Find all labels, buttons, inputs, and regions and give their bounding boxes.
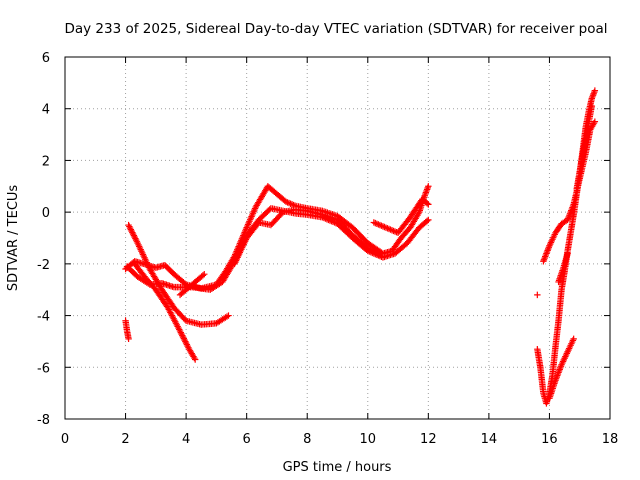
y-tick-label: -2	[37, 258, 50, 273]
trace-8-point	[387, 226, 394, 233]
trace-7-point	[254, 220, 261, 228]
trace-5-point	[179, 333, 187, 341]
trace-11-point	[591, 118, 599, 125]
x-tick-label: 0	[61, 432, 69, 447]
trace-13-point	[564, 250, 571, 257]
trace-5-point	[182, 338, 189, 345]
y-tick-label: -8	[37, 413, 50, 428]
trace-5-point	[177, 329, 185, 336]
trace-2-point	[282, 198, 290, 205]
trace-5-point	[180, 335, 188, 342]
trace-5-point	[191, 354, 198, 362]
trace-3-point	[425, 216, 432, 224]
trace-8-point	[376, 221, 384, 229]
trace-4-point	[129, 229, 136, 236]
trace-5-point	[179, 332, 186, 339]
trace-2-point	[425, 183, 432, 190]
trace-5-point	[184, 342, 191, 350]
plot-frame	[64, 56, 611, 420]
trace-8-point	[425, 201, 432, 208]
trace-5-point	[178, 330, 185, 338]
trace-5-point	[183, 341, 191, 348]
trace-2-point	[285, 199, 293, 207]
x-tick-label: 8	[303, 432, 311, 447]
x-tick-label: 14	[481, 432, 498, 447]
trace-5-point	[176, 327, 184, 335]
x-tick-label: 4	[182, 432, 190, 447]
trace-4-point	[129, 230, 137, 238]
x-tick-label: 12	[420, 432, 437, 447]
trace-3-point	[423, 217, 431, 225]
y-axis-label: SDTVAR / TECUs	[6, 185, 21, 292]
trace-4-point	[126, 224, 134, 232]
trace-14-point	[588, 102, 596, 110]
trace-8-point	[372, 219, 379, 227]
trace-8-point	[390, 227, 397, 235]
trace-8-point	[388, 227, 396, 234]
trace-4-point	[225, 312, 232, 319]
grid-lines	[65, 57, 610, 419]
x-tick-label: 16	[541, 432, 558, 447]
trace-4-point	[128, 227, 135, 235]
trace-7-point	[376, 251, 384, 259]
x-tick-label: 6	[243, 432, 251, 447]
y-tick-label: -4	[37, 310, 50, 325]
trace-2-point	[288, 201, 296, 208]
trace-5-point	[191, 356, 199, 363]
trace-4-point	[132, 236, 140, 244]
trace-4-point	[133, 238, 141, 245]
trace-9-point	[534, 291, 541, 299]
trace-8-point	[385, 225, 393, 233]
y-tick-label: 6	[42, 51, 50, 66]
x-tick-label: 2	[121, 432, 129, 447]
trace-4-point	[127, 226, 135, 233]
trace-6-point	[201, 271, 208, 278]
tick-labels: 0 2 4 6 8 10 12 14 16 18 -8 -6 -4 -2 0 2 4 6	[37, 51, 618, 447]
trace-8-point	[373, 220, 381, 227]
trace-8-point	[382, 224, 390, 231]
trace-7-point	[375, 250, 382, 258]
x-tick-label: 18	[602, 432, 619, 447]
trace-4-point	[130, 232, 138, 239]
y-tick-label: 0	[42, 206, 50, 221]
trace-6-point	[199, 272, 207, 279]
chart-title: Day 233 of 2025, Sidereal Day-to-day VTE…	[64, 21, 607, 37]
trace-4-point	[131, 233, 138, 241]
trace-8-point	[381, 223, 388, 231]
trace-5-point	[182, 339, 190, 347]
x-tick-label: 10	[360, 432, 377, 447]
trace-8-point	[378, 222, 385, 229]
trace-1-point	[125, 335, 132, 343]
x-axis-label: GPS time / hours	[283, 460, 392, 475]
data-marks	[122, 87, 599, 407]
trace-4-point	[125, 221, 132, 229]
trace-8-point	[384, 225, 391, 232]
trace-4-point	[223, 313, 231, 320]
axis-ticks	[64, 56, 611, 420]
trace-4-point	[126, 223, 133, 230]
y-tick-label: -6	[37, 361, 50, 376]
y-tick-label: 2	[42, 154, 50, 169]
trace-2-point	[287, 200, 294, 207]
trace-5-point	[181, 336, 188, 344]
y-tick-label: 4	[42, 103, 50, 118]
trace-8-point	[375, 221, 382, 228]
trace-2-point	[284, 199, 291, 206]
trace-12-point	[570, 335, 577, 343]
trace-4-point	[132, 235, 139, 242]
trace-8-point	[370, 219, 378, 226]
trace-10-point	[591, 87, 599, 94]
trace-8-point	[379, 223, 387, 230]
trace-8-point	[423, 200, 431, 207]
